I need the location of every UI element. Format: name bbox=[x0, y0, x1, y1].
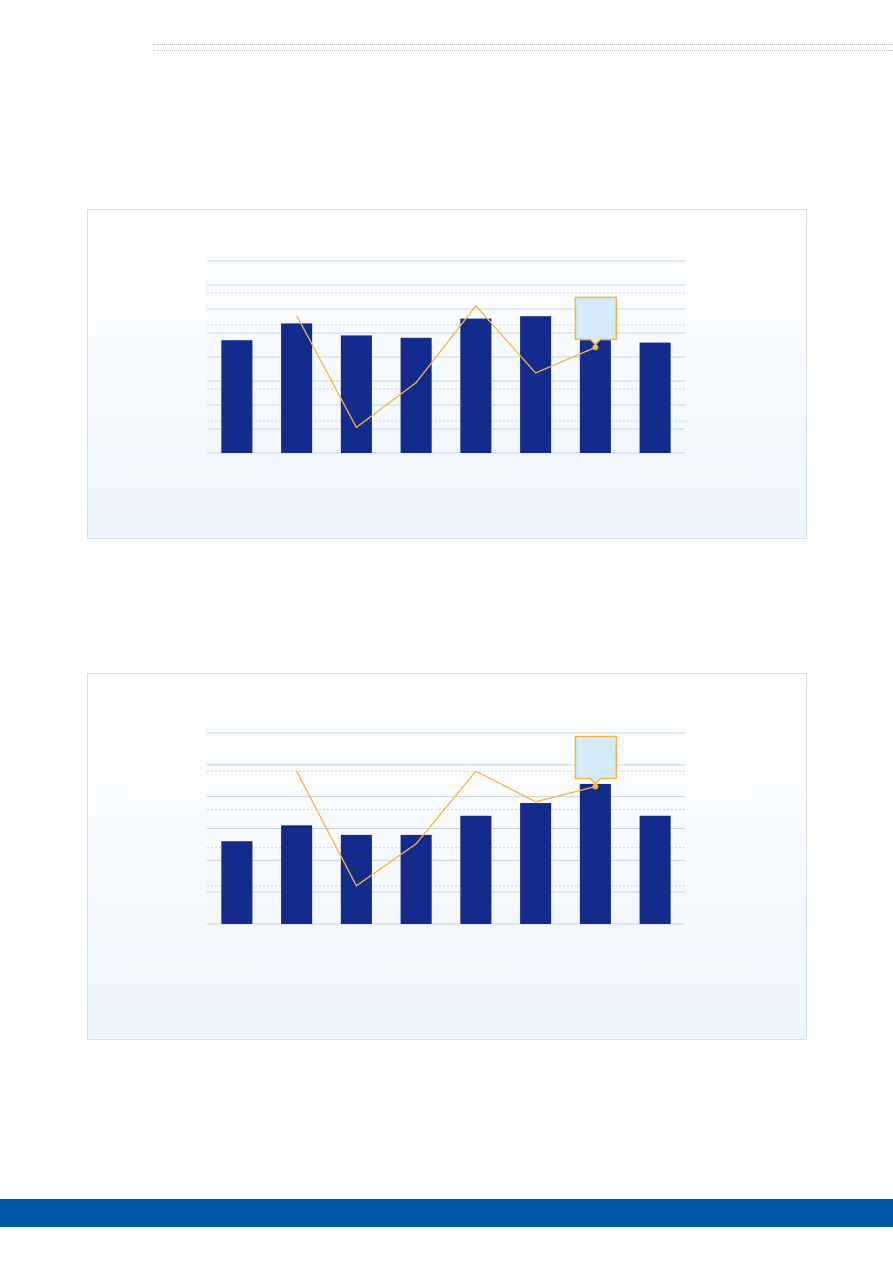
header-rule bbox=[153, 44, 893, 45]
bar bbox=[520, 803, 552, 924]
bar bbox=[520, 316, 552, 453]
highlight-point bbox=[592, 344, 599, 351]
footer-band bbox=[0, 1199, 893, 1227]
highlight-point bbox=[592, 783, 599, 790]
callout bbox=[574, 296, 618, 346]
bar bbox=[639, 342, 671, 453]
bar bbox=[340, 335, 372, 453]
bar bbox=[460, 318, 492, 453]
chart-panel bbox=[87, 673, 807, 1040]
bar bbox=[221, 340, 253, 453]
bar bbox=[639, 815, 671, 924]
header-rule bbox=[153, 50, 893, 51]
bar bbox=[400, 337, 432, 453]
bar bbox=[281, 825, 313, 924]
bar bbox=[221, 841, 253, 924]
bar bbox=[400, 834, 432, 924]
callout bbox=[574, 735, 618, 785]
bar bbox=[340, 834, 372, 924]
bar bbox=[579, 783, 611, 924]
chart-panel bbox=[87, 209, 807, 539]
bar bbox=[579, 340, 611, 453]
line-series bbox=[296, 770, 596, 887]
line-series bbox=[296, 304, 596, 429]
bar bbox=[460, 815, 492, 924]
bar bbox=[281, 323, 313, 453]
